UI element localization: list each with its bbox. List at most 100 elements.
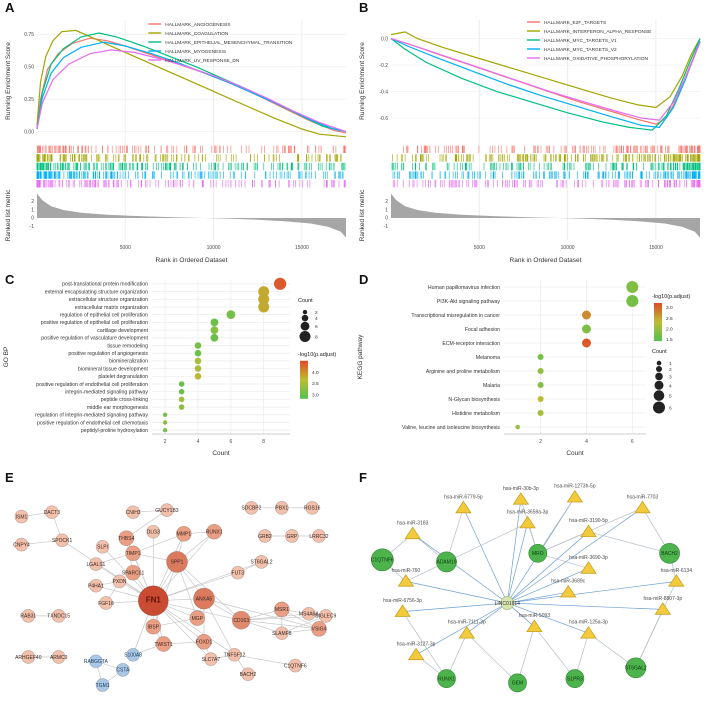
svg-text:HALLMARK_E2F_TARGETS: HALLMARK_E2F_TARGETS	[544, 20, 606, 26]
svg-text:TNFSF12: TNFSF12	[224, 653, 246, 659]
svg-text:0: 0	[385, 216, 388, 222]
svg-text:external encapsulating structu: external encapsulating structure organiz…	[45, 289, 148, 295]
svg-text:2: 2	[539, 439, 542, 445]
panel-f: F hsa-miR-30b-3p hsa-miR-1273h-5p hsa-miR-…	[354, 470, 708, 706]
svg-text:hsa-miR-125a-3p: hsa-miR-125a-3p	[569, 620, 608, 626]
svg-text:0.75: 0.75	[24, 32, 34, 38]
gsea-grid	[37, 20, 346, 240]
svg-text:hsa-miR-3689c: hsa-miR-3689c	[551, 579, 585, 585]
svg-text:GEM: GEM	[512, 681, 523, 687]
svg-text:TXNDC15: TXNDC15	[47, 614, 70, 620]
kegg-dotplot: Human papillomavirus infection PI3K-Akt s…	[357, 280, 690, 457]
svg-text:Count: Count	[298, 298, 313, 304]
network-nodes	[370, 489, 685, 693]
panel-label-e: E	[5, 470, 14, 485]
svg-text:THBS4: THBS4	[118, 536, 134, 542]
svg-text:FGF16: FGF16	[98, 601, 114, 607]
panel-label-c: C	[5, 272, 15, 287]
svg-text:MMP1: MMP1	[177, 532, 192, 538]
svg-text:2.5: 2.5	[666, 316, 673, 322]
svg-text:PI3K-Akt signaling pathway: PI3K-Akt signaling pathway	[437, 299, 501, 305]
svg-text:ST6GAL2: ST6GAL2	[625, 666, 647, 672]
svg-text:hsa-miR-30b-3p: hsa-miR-30b-3p	[503, 486, 539, 492]
svg-text:positive regulation of endothe: positive regulation of endothelial cell …	[36, 382, 148, 388]
svg-text:extracellular structure organi: extracellular structure organization	[69, 297, 148, 303]
svg-text:0.25: 0.25	[24, 97, 34, 103]
svg-text:-0.2: -0.2	[379, 63, 388, 69]
svg-text:regulation of epithelial cell: regulation of epithelial cell proliferat…	[60, 312, 148, 318]
svg-text:LGALS1: LGALS1	[86, 562, 105, 568]
svg-text:RAB31: RAB31	[20, 614, 36, 620]
svg-text:3: 3	[669, 374, 672, 380]
svg-text:2: 2	[315, 310, 318, 316]
svg-text:LRRC32: LRRC32	[309, 534, 328, 540]
svg-text:Running Enrichment Score: Running Enrichment Score	[5, 42, 12, 120]
svg-text:BACH2: BACH2	[240, 672, 257, 678]
svg-text:MS4A6A: MS4A6A	[299, 612, 319, 618]
svg-text:3.0: 3.0	[666, 305, 673, 311]
svg-text:3.0: 3.0	[312, 392, 319, 398]
svg-text:MGP: MGP	[192, 616, 204, 622]
svg-text:TGM1: TGM1	[96, 683, 110, 689]
svg-text:HALLMARK_COAGULATION: HALLMARK_COAGULATION	[165, 31, 229, 37]
svg-text:4: 4	[669, 383, 672, 389]
gsea-barcode	[391, 145, 701, 188]
svg-text:8: 8	[315, 335, 318, 341]
svg-text:GO BP: GO BP	[3, 347, 10, 368]
svg-text:0.50: 0.50	[24, 64, 34, 70]
svg-text:Malaria: Malaria	[483, 383, 500, 389]
svg-text:5000: 5000	[120, 245, 131, 251]
svg-text:-log10(p.adjust): -log10(p.adjust)	[298, 352, 336, 358]
svg-text:extracellular matrix organizat: extracellular matrix organization	[75, 305, 148, 311]
svg-text:RUNX1: RUNX1	[438, 676, 455, 682]
svg-text:tissue remodeling: tissue remodeling	[107, 343, 148, 349]
panel-label-b: B	[359, 0, 369, 15]
cerna-network: hsa-miR-30b-3p hsa-miR-1273h-5p hsa-miR-67…	[370, 484, 692, 693]
panel-label-d: D	[359, 272, 369, 287]
gsea-legend: HALLMARK_E2F_TARGETS HALLMARK_INTERFERON_…	[526, 20, 651, 62]
svg-text:hsa-miR-3659a-3p: hsa-miR-3659a-3p	[507, 510, 549, 516]
panel-b: B 0.0 -0.2 -0.4 -0.6 -1 0 1 2 5000 10000 15000 Runn…	[354, 0, 708, 272]
svg-text:Transcriptional misregulation: Transcriptional misregulation in cancer	[411, 313, 500, 319]
svg-text:4: 4	[197, 439, 200, 445]
svg-text:FUT3: FUT3	[232, 571, 245, 577]
ranked-metric-area	[391, 193, 700, 238]
panel-a: A 0.00 0.25 0.50 0.75 -1 0 1 2 5000 10000 15000 Run…	[0, 0, 354, 272]
svg-text:2.0: 2.0	[666, 326, 673, 332]
svg-text:KEGG pathway: KEGG pathway	[357, 334, 364, 380]
svg-text:8: 8	[262, 439, 265, 445]
svg-text:hsa-miR-7703: hsa-miR-7703	[627, 494, 659, 500]
svg-text:5000: 5000	[474, 245, 485, 251]
svg-text:positive regulation of endothe: positive regulation of endothelial cell …	[37, 420, 148, 426]
svg-text:positive regulation of epithel: positive regulation of epithelial cell p…	[41, 320, 148, 326]
svg-text:ARHGEF40: ARHGEF40	[15, 655, 42, 661]
dotplot-labels: Human papillomavirus infection PI3K-Akt s…	[357, 285, 634, 457]
svg-text:SLC7A7: SLC7A7	[201, 657, 220, 663]
svg-text:Count: Count	[566, 450, 584, 457]
svg-text:hsa-miR-6756-3p: hsa-miR-6756-3p	[383, 598, 422, 604]
svg-text:SIGLEC9: SIGLEC9	[315, 614, 336, 620]
svg-text:ARMC9: ARMC9	[50, 655, 68, 661]
svg-text:GUCY1B3: GUCY1B3	[155, 508, 179, 514]
svg-text:hsa-miR-3190-5p: hsa-miR-3190-5p	[569, 518, 608, 524]
svg-text:peptidyl-proline hydroxylation: peptidyl-proline hydroxylation	[81, 428, 148, 434]
svg-text:Histidine metabolism: Histidine metabolism	[452, 411, 500, 417]
gsea-curves	[390, 31, 701, 131]
dotplot-labels: post-translational protein modificatione…	[3, 282, 265, 457]
svg-text:Ranked list metric: Ranked list metric	[5, 189, 12, 241]
svg-text:platelet degranulation: platelet degranulation	[98, 374, 148, 380]
svg-text:TIMP1: TIMP1	[126, 551, 141, 557]
svg-text:1: 1	[31, 207, 34, 213]
svg-text:6: 6	[669, 406, 672, 412]
svg-text:hsa-miR-8807-3p: hsa-miR-8807-3p	[643, 596, 682, 602]
svg-text:HALLMARK_UV_RESPONSE_DN: HALLMARK_UV_RESPONSE_DN	[165, 58, 240, 64]
svg-text:SPARCL1: SPARCL1	[122, 571, 145, 577]
svg-text:SDCBP2: SDCBP2	[241, 506, 261, 512]
gsea-axis-labels: 0.0 -0.2 -0.4 -0.6 -1 0 1 2 5000 10000 15000 Runnin…	[359, 36, 663, 264]
svg-text:Arginine and proline metabolis: Arginine and proline metabolism	[426, 369, 500, 375]
svg-text:SLPI: SLPI	[97, 545, 108, 551]
dotplot-grid	[152, 280, 290, 435]
svg-text:5: 5	[669, 394, 672, 400]
